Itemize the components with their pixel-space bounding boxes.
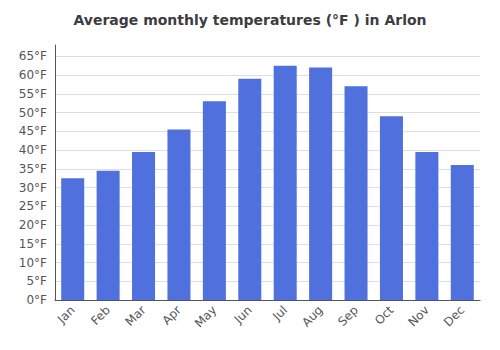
svg-text:55°F: 55°F: [19, 87, 47, 101]
svg-text:Oct: Oct: [372, 303, 397, 328]
svg-text:Jan: Jan: [54, 303, 78, 327]
svg-text:Feb: Feb: [88, 303, 113, 328]
svg-text:Jul: Jul: [269, 303, 290, 324]
svg-text:Dec: Dec: [441, 303, 467, 329]
svg-text:Aug: Aug: [299, 303, 325, 329]
svg-text:5°F: 5°F: [26, 274, 47, 288]
svg-text:Average monthly temperatures (: Average monthly temperatures (°F ) in Ar…: [73, 12, 426, 28]
svg-text:10°F: 10°F: [19, 256, 47, 270]
svg-text:60°F: 60°F: [19, 68, 47, 82]
svg-text:65°F: 65°F: [19, 49, 47, 63]
svg-text:Nov: Nov: [405, 303, 431, 329]
svg-text:Apr: Apr: [159, 303, 184, 328]
svg-text:15°F: 15°F: [19, 237, 47, 251]
svg-text:0°F: 0°F: [26, 293, 47, 307]
svg-text:Sep: Sep: [335, 303, 361, 329]
svg-text:25°F: 25°F: [19, 199, 47, 213]
svg-text:45°F: 45°F: [19, 124, 47, 138]
svg-text:Jun: Jun: [231, 303, 255, 327]
svg-text:May: May: [192, 303, 219, 330]
svg-text:35°F: 35°F: [19, 162, 47, 176]
svg-text:40°F: 40°F: [19, 143, 47, 157]
svg-text:20°F: 20°F: [19, 218, 47, 232]
svg-text:30°F: 30°F: [19, 181, 47, 195]
svg-text:50°F: 50°F: [19, 106, 47, 120]
svg-text:Mar: Mar: [123, 303, 149, 329]
